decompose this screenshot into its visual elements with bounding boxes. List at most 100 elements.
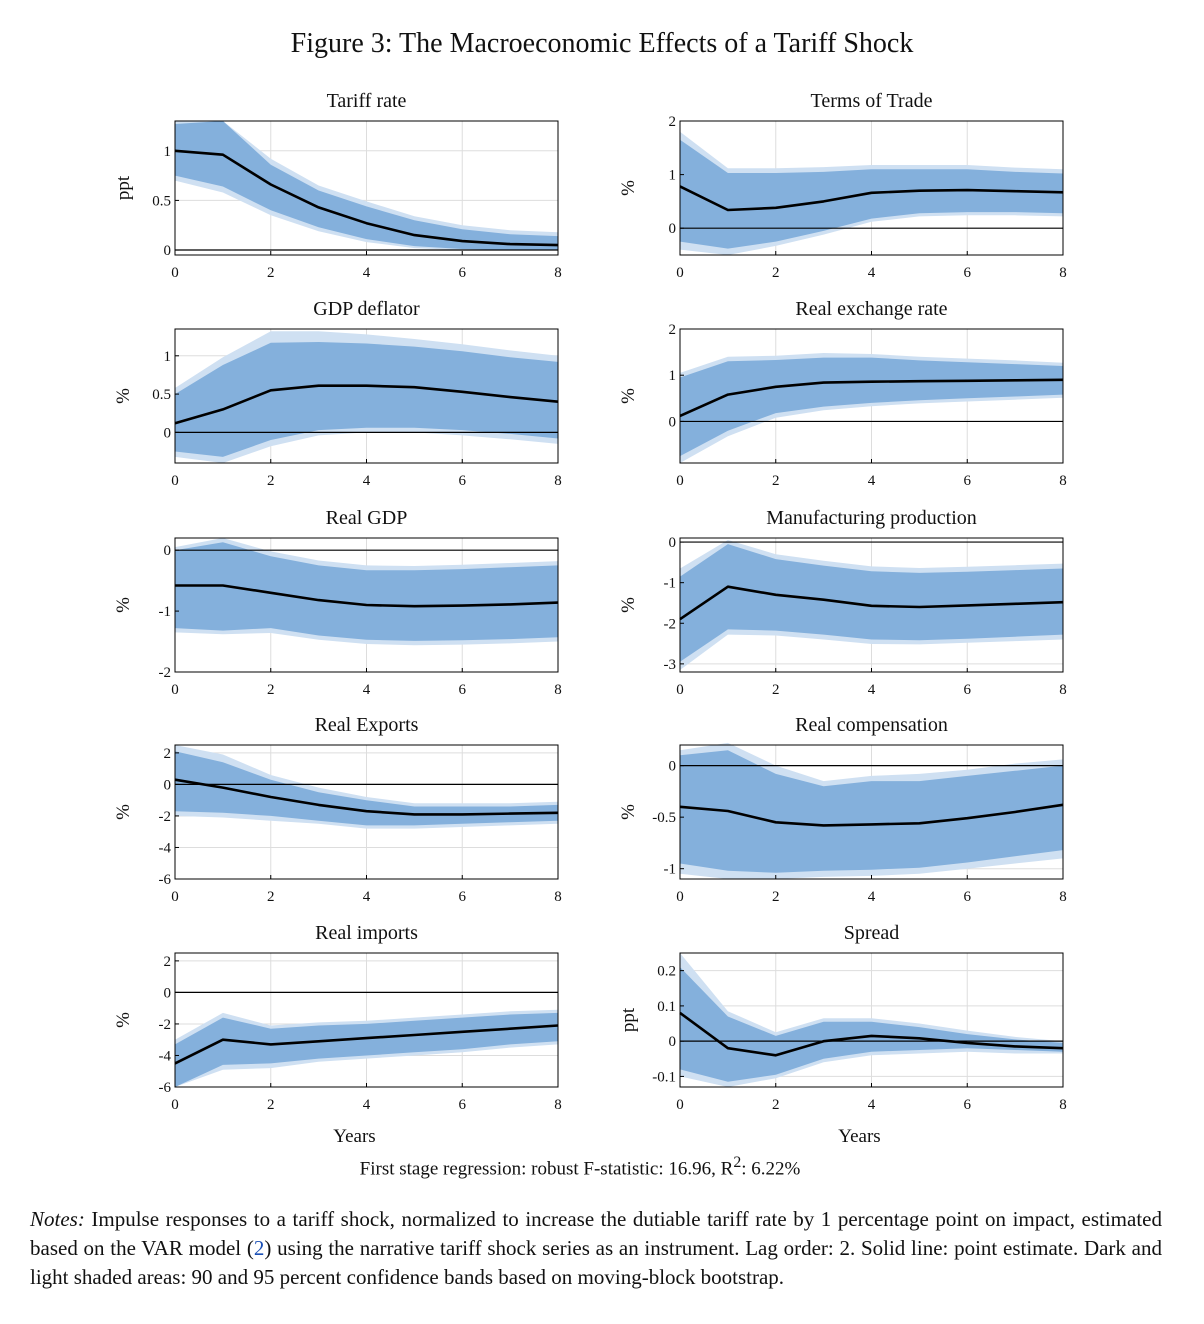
panel-8-point-estimate <box>679 803 1064 827</box>
panel-7-ytick-label: -2 <box>159 809 172 825</box>
panel-3-xtick-label: 6 <box>459 473 467 489</box>
panel-10-ci90-band <box>680 967 1063 1082</box>
panel-9-ytick-label: 2 <box>164 954 172 970</box>
panel-10-ytick-label: -0.1 <box>652 1069 676 1085</box>
panel-7-title: Real Exports <box>315 714 419 736</box>
panel-9-ytick-label: -2 <box>159 1017 172 1033</box>
panel-8-xtick-label: 4 <box>868 889 876 905</box>
panel-10-title: Spread <box>844 922 900 944</box>
panel-7-ylabel: % <box>113 804 134 820</box>
panel-4-ytick-label: 1 <box>669 368 677 384</box>
panel-5-ytick-label: -2 <box>159 665 172 681</box>
panel-5-ylabel: % <box>113 597 134 613</box>
panel-4-xtick-label: 4 <box>868 473 876 489</box>
panel-4-xtick-label: 6 <box>964 473 972 489</box>
panel-8-xtick-label: 8 <box>1059 889 1067 905</box>
panel-2-ytick-label: 2 <box>669 114 677 130</box>
panel-1-point-estimate <box>174 149 559 247</box>
notes-equation-ref[interactable]: 2 <box>253 1236 265 1260</box>
panel-6-xtick-label: 4 <box>868 682 876 698</box>
panel-6-ylabel: % <box>618 597 639 613</box>
panel-10-xtick-label: 2 <box>772 1097 780 1113</box>
panel-8-ytick-label: -1 <box>664 862 677 878</box>
panel-2-xtick-label: 0 <box>676 265 684 281</box>
panel-10-ytick-label: 0 <box>669 1034 677 1050</box>
panel-7-ci90-band <box>175 751 558 826</box>
panel-3-xtick-label: 2 <box>267 473 275 489</box>
first-stage-sup: 2 <box>733 1154 742 1171</box>
panel-5-xtick-label: 2 <box>267 682 275 698</box>
panel-6-ytick-label: -1 <box>664 576 677 592</box>
panel-6-ytick-label: 0 <box>669 535 677 551</box>
panel-1-ytick-label: 0 <box>164 243 172 259</box>
panel-7-ytick-label: -4 <box>159 840 172 856</box>
panel-9-ytick-label: 0 <box>164 985 172 1001</box>
panel-9-xtick-label: 4 <box>363 1097 371 1113</box>
panel-4-xtick-label: 2 <box>772 473 780 489</box>
panel-4-ytick-label: 0 <box>669 414 677 430</box>
panel-9-ytick-label: -4 <box>159 1048 172 1064</box>
panel-3-ytick-label: 1 <box>164 349 172 365</box>
notes-text-after: ) using the narrative tariff shock serie… <box>30 1236 1162 1289</box>
panel-8-title: Real compensation <box>795 714 948 736</box>
panel-10-ytick-label: 0.1 <box>657 999 676 1015</box>
panel-1-xtick-label: 6 <box>459 265 467 281</box>
panel-6-xtick-label: 8 <box>1059 682 1067 698</box>
panel-8-ylabel: % <box>618 804 639 820</box>
panel-5-xtick-label: 6 <box>459 682 467 698</box>
panel-3-xtick-label: 4 <box>363 473 371 489</box>
panel-2-ci90-band <box>680 139 1063 249</box>
panel-8-xtick-label: 2 <box>772 889 780 905</box>
panel-6-ytick-label: -2 <box>664 616 677 632</box>
notes-text-before: Impulse responses to a tariff shock, nor… <box>30 1207 1162 1260</box>
panel-7-ytick-label: 0 <box>164 777 172 793</box>
panel-2-point-estimate <box>679 185 1064 212</box>
panel-2-xtick-label: 6 <box>964 265 972 281</box>
panel-5-ytick-label: -1 <box>159 604 172 620</box>
panel-4-ci90-band <box>680 357 1063 457</box>
panel-1-xtick-label: 0 <box>171 265 179 281</box>
panel-8-ci90-band <box>680 750 1063 873</box>
figure-notes: Notes: Impulse responses to a tariff sho… <box>30 1205 1162 1292</box>
panel-7-ytick-label: 2 <box>164 746 172 762</box>
panel-10-xlabel: Years <box>838 1126 880 1147</box>
panel-10-ylabel: ppt <box>618 1007 639 1032</box>
panel-9-title: Real imports <box>315 922 418 944</box>
panel-2-ytick-label: 0 <box>669 221 677 237</box>
panel-9-ylabel: % <box>113 1012 134 1028</box>
panel-7-xtick-label: 8 <box>554 889 562 905</box>
panel-9-xtick-label: 2 <box>267 1097 275 1113</box>
panel-5-ci90-band <box>175 542 558 641</box>
panel-9-xlabel: Years <box>333 1126 375 1147</box>
panel-2-ytick-label: 1 <box>669 168 677 184</box>
panel-5-xtick-label: 4 <box>363 682 371 698</box>
panel-2-ylabel: % <box>618 180 639 196</box>
panel-7-xtick-label: 2 <box>267 889 275 905</box>
panel-5-xtick-label: 0 <box>171 682 179 698</box>
panel-1-xtick-label: 4 <box>363 265 371 281</box>
panel-8-xtick-label: 6 <box>964 889 972 905</box>
panel-4-title: Real exchange rate <box>795 298 947 320</box>
panel-3-ylabel: % <box>113 388 134 404</box>
panel-3-xtick-label: 8 <box>554 473 562 489</box>
panel-2-xtick-label: 2 <box>772 265 780 281</box>
panel-4-ytick-label: 2 <box>669 322 677 338</box>
panel-6-ci90-band <box>680 544 1063 662</box>
panel-6-title: Manufacturing production <box>766 507 977 529</box>
panel-3-title: GDP deflator <box>313 298 420 320</box>
panel-4-ylabel: % <box>618 388 639 404</box>
panel-1-ytick-label: 0.5 <box>152 193 171 209</box>
panel-5-title: Real GDP <box>326 507 408 529</box>
panel-8-ytick-label: -0.5 <box>652 810 676 826</box>
panel-3-ci90-band <box>175 342 558 457</box>
panel-1-ytick-label: 1 <box>164 144 172 160</box>
panel-10-xtick-label: 4 <box>868 1097 876 1113</box>
panel-7-ytick-label: -6 <box>159 872 172 888</box>
panel-1-xtick-label: 8 <box>554 265 562 281</box>
panel-4-xtick-label: 0 <box>676 473 684 489</box>
panel-1-xtick-label: 2 <box>267 265 275 281</box>
panel-6-xtick-label: 6 <box>964 682 972 698</box>
panel-6-point-estimate <box>679 585 1064 621</box>
panel-9-ytick-label: -6 <box>159 1080 172 1096</box>
